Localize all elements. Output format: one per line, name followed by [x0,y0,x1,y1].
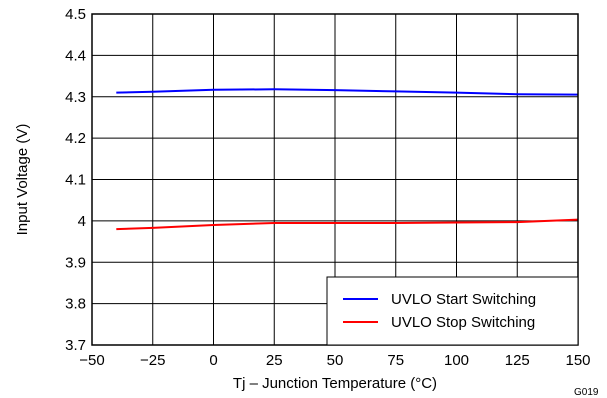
legend: UVLO Start Switching UVLO Stop Switching [326,276,579,346]
y-tick-label: 3.9 [65,254,86,271]
legend-box [326,276,579,346]
x-tick-label: 75 [387,352,404,369]
x-tick-label: 125 [505,352,530,369]
y-tick-label: 4 [78,213,86,230]
y-tick-label: 4.1 [65,172,86,189]
grid-lines [92,14,578,345]
legend-label-start-switching: UVLO Start Switching [391,291,536,308]
x-axis-label: Tj – Junction Temperature (°C) [233,375,437,392]
x-tick-label: −50 [79,352,104,369]
x-tick-label: −25 [140,352,165,369]
x-tick-label: 25 [266,352,283,369]
legend-label-stop-switching: UVLO Stop Switching [391,314,535,331]
y-tick-label: 4.2 [65,130,86,147]
y-tick-label: 3.8 [65,296,86,313]
x-tick-label: 100 [444,352,469,369]
series-line-0 [116,88,579,96]
figure-id: G019 [574,387,599,398]
x-tick-labels: −50 −25 0 25 50 75 100 125 150 [79,352,590,369]
x-tick-label: 150 [565,352,590,369]
y-tick-labels: 3.7 3.8 3.9 4 4.1 4.2 4.3 4.4 4.5 [65,6,86,354]
x-tick-label: 0 [209,352,217,369]
series-line-1 [116,218,579,231]
x-tick-label: 50 [327,352,344,369]
y-tick-label: 3.7 [65,337,86,354]
series-layer [116,88,579,231]
y-axis-label: Input Voltage (V) [14,124,31,236]
y-tick-label: 4.3 [65,89,86,106]
y-tick-label: 4.5 [65,6,86,23]
y-tick-label: 4.4 [65,47,86,64]
